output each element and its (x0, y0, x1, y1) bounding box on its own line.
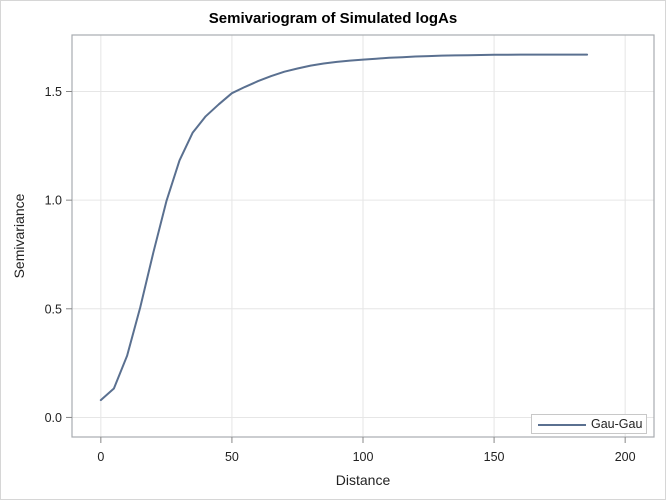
x-tick-label: 100 (353, 450, 374, 464)
legend-label: Gau-Gau (591, 417, 643, 431)
y-tick-label: 0.0 (45, 411, 62, 425)
x-tick-label: 50 (225, 450, 239, 464)
x-axis-label: Distance (336, 472, 391, 488)
y-tick-label: 1.0 (45, 194, 62, 208)
chart-title: Semivariogram of Simulated logAs (208, 10, 458, 27)
y-tick-label: 0.5 (45, 302, 62, 316)
x-tick-label: 150 (484, 450, 505, 464)
x-tick-label: 200 (615, 450, 636, 464)
series-line-gau-gau (99, 53, 589, 402)
x-tick-label: 0 (97, 450, 104, 464)
legend-line-swatch (538, 424, 586, 426)
legend: Gau-Gau (531, 414, 647, 434)
y-tick-label: 1.5 (45, 85, 62, 99)
y-axis-label: Semivariance (11, 193, 27, 278)
